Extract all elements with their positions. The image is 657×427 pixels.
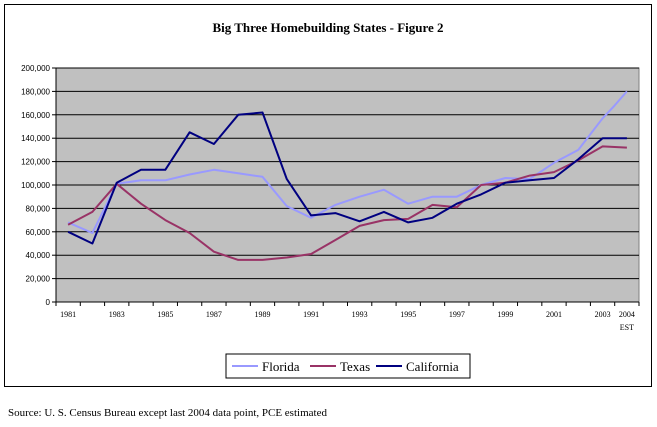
- x-tick-label: 2003: [595, 310, 611, 319]
- line-chart: Big Three Homebuilding States - Figure 2…: [21, 20, 640, 379]
- x-tick-label: 1983: [109, 310, 125, 319]
- x-tick-label: 1985: [157, 310, 173, 319]
- x-tick-label: 1997: [449, 310, 465, 319]
- x-tick-label: 1987: [206, 310, 222, 319]
- y-axis: 0 20,000 40,000 60,000 80,000 100,000 120,000 1…: [21, 64, 57, 307]
- y-tick-label: 200,000: [21, 64, 50, 73]
- x-tick-label: 2004: [619, 310, 635, 319]
- legend-box: [225, 353, 471, 379]
- series-line-texas: [67, 145, 627, 261]
- y-tick-label: 20,000: [26, 275, 51, 284]
- y-tick-label: 0: [46, 298, 51, 307]
- x-tick-label: 1989: [254, 310, 270, 319]
- y-tick-label: 60,000: [26, 228, 51, 237]
- y-tick-label: 140,000: [21, 134, 50, 143]
- chart-title: Big Three Homebuilding States - Figure 2: [212, 20, 443, 35]
- series-lines: [67, 90, 628, 261]
- x-tick-label: 1999: [497, 310, 513, 319]
- x-tick-label: 1981: [60, 310, 76, 319]
- y-tick-label: 160,000: [21, 111, 50, 120]
- series-line-florida: [67, 90, 628, 234]
- x-axis: 1981 1983 1985 1987 1989 1991 1993 1995 1997 1999…: [55, 301, 640, 332]
- x-tick-label: 1993: [352, 310, 368, 319]
- legend: Florida Texas California: [225, 353, 471, 379]
- legend-entry: Texas: [340, 359, 370, 374]
- legend-entry: Florida: [262, 359, 300, 374]
- y-tick-label: 40,000: [26, 251, 51, 260]
- x-tick-label: 1991: [303, 310, 319, 319]
- y-tick-label: 100,000: [21, 181, 50, 190]
- x-tick-label: 1995: [400, 310, 416, 319]
- legend-entry: California: [406, 359, 459, 374]
- y-tick-label: 180,000: [21, 87, 50, 96]
- series-line-california: [67, 111, 627, 245]
- source-note: Source: U. S. Census Bureau except last …: [8, 407, 327, 419]
- y-tick-label: 80,000: [26, 204, 51, 213]
- x-extra-label: EST: [620, 323, 634, 332]
- x-tick-label: 2001: [546, 310, 562, 319]
- y-tick-label: 120,000: [21, 158, 50, 167]
